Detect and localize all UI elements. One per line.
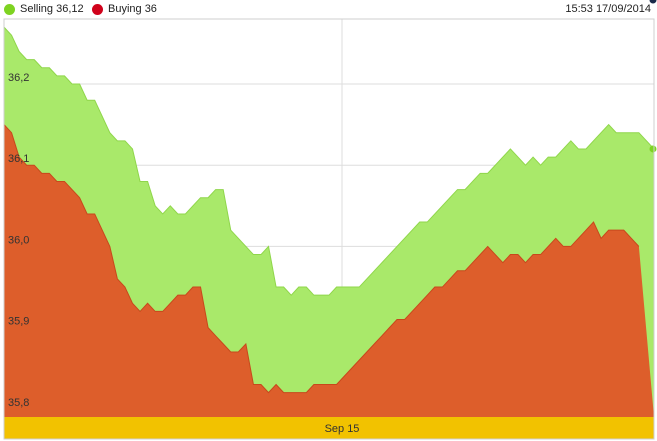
legend-item-buying[interactable]: Buying 36 <box>92 2 157 16</box>
y-tick-label: 36,2 <box>8 72 29 84</box>
y-tick-label: 35,9 <box>8 316 29 328</box>
legend-dot-buying-icon <box>92 3 103 15</box>
legend-label-selling: Selling 36,12 <box>20 3 84 15</box>
plot-border <box>3 18 655 440</box>
series-area-buying <box>4 124 654 417</box>
x-axis-bar <box>4 417 654 439</box>
timestamp: 15:53 17/09/2014 <box>565 3 651 15</box>
x-tick-label: Sep 15 <box>325 423 360 435</box>
legend: Selling 36,12 Buying 36 15:53 17/09/2014 <box>0 0 657 18</box>
y-axis-labels: 35,8 35,9 36,0 36,1 36,2 <box>8 72 29 409</box>
legend-item-selling[interactable]: Selling 36,12 <box>4 2 84 16</box>
end-marker-selling <box>649 145 657 153</box>
y-tick-label: 36,0 <box>8 234 29 246</box>
y-tick-label: 35,8 <box>8 397 29 409</box>
end-marker-buying <box>649 0 657 4</box>
legend-label-buying: Buying 36 <box>108 3 157 15</box>
series-line-buying <box>3 124 640 394</box>
legend-dot-selling-icon <box>4 3 15 15</box>
y-tick-label: 36,1 <box>8 153 29 165</box>
x-axis-labels: Sep 15 <box>325 423 360 435</box>
series-line-selling <box>3 26 655 296</box>
series-areas <box>3 26 655 418</box>
end-markers <box>649 0 657 153</box>
